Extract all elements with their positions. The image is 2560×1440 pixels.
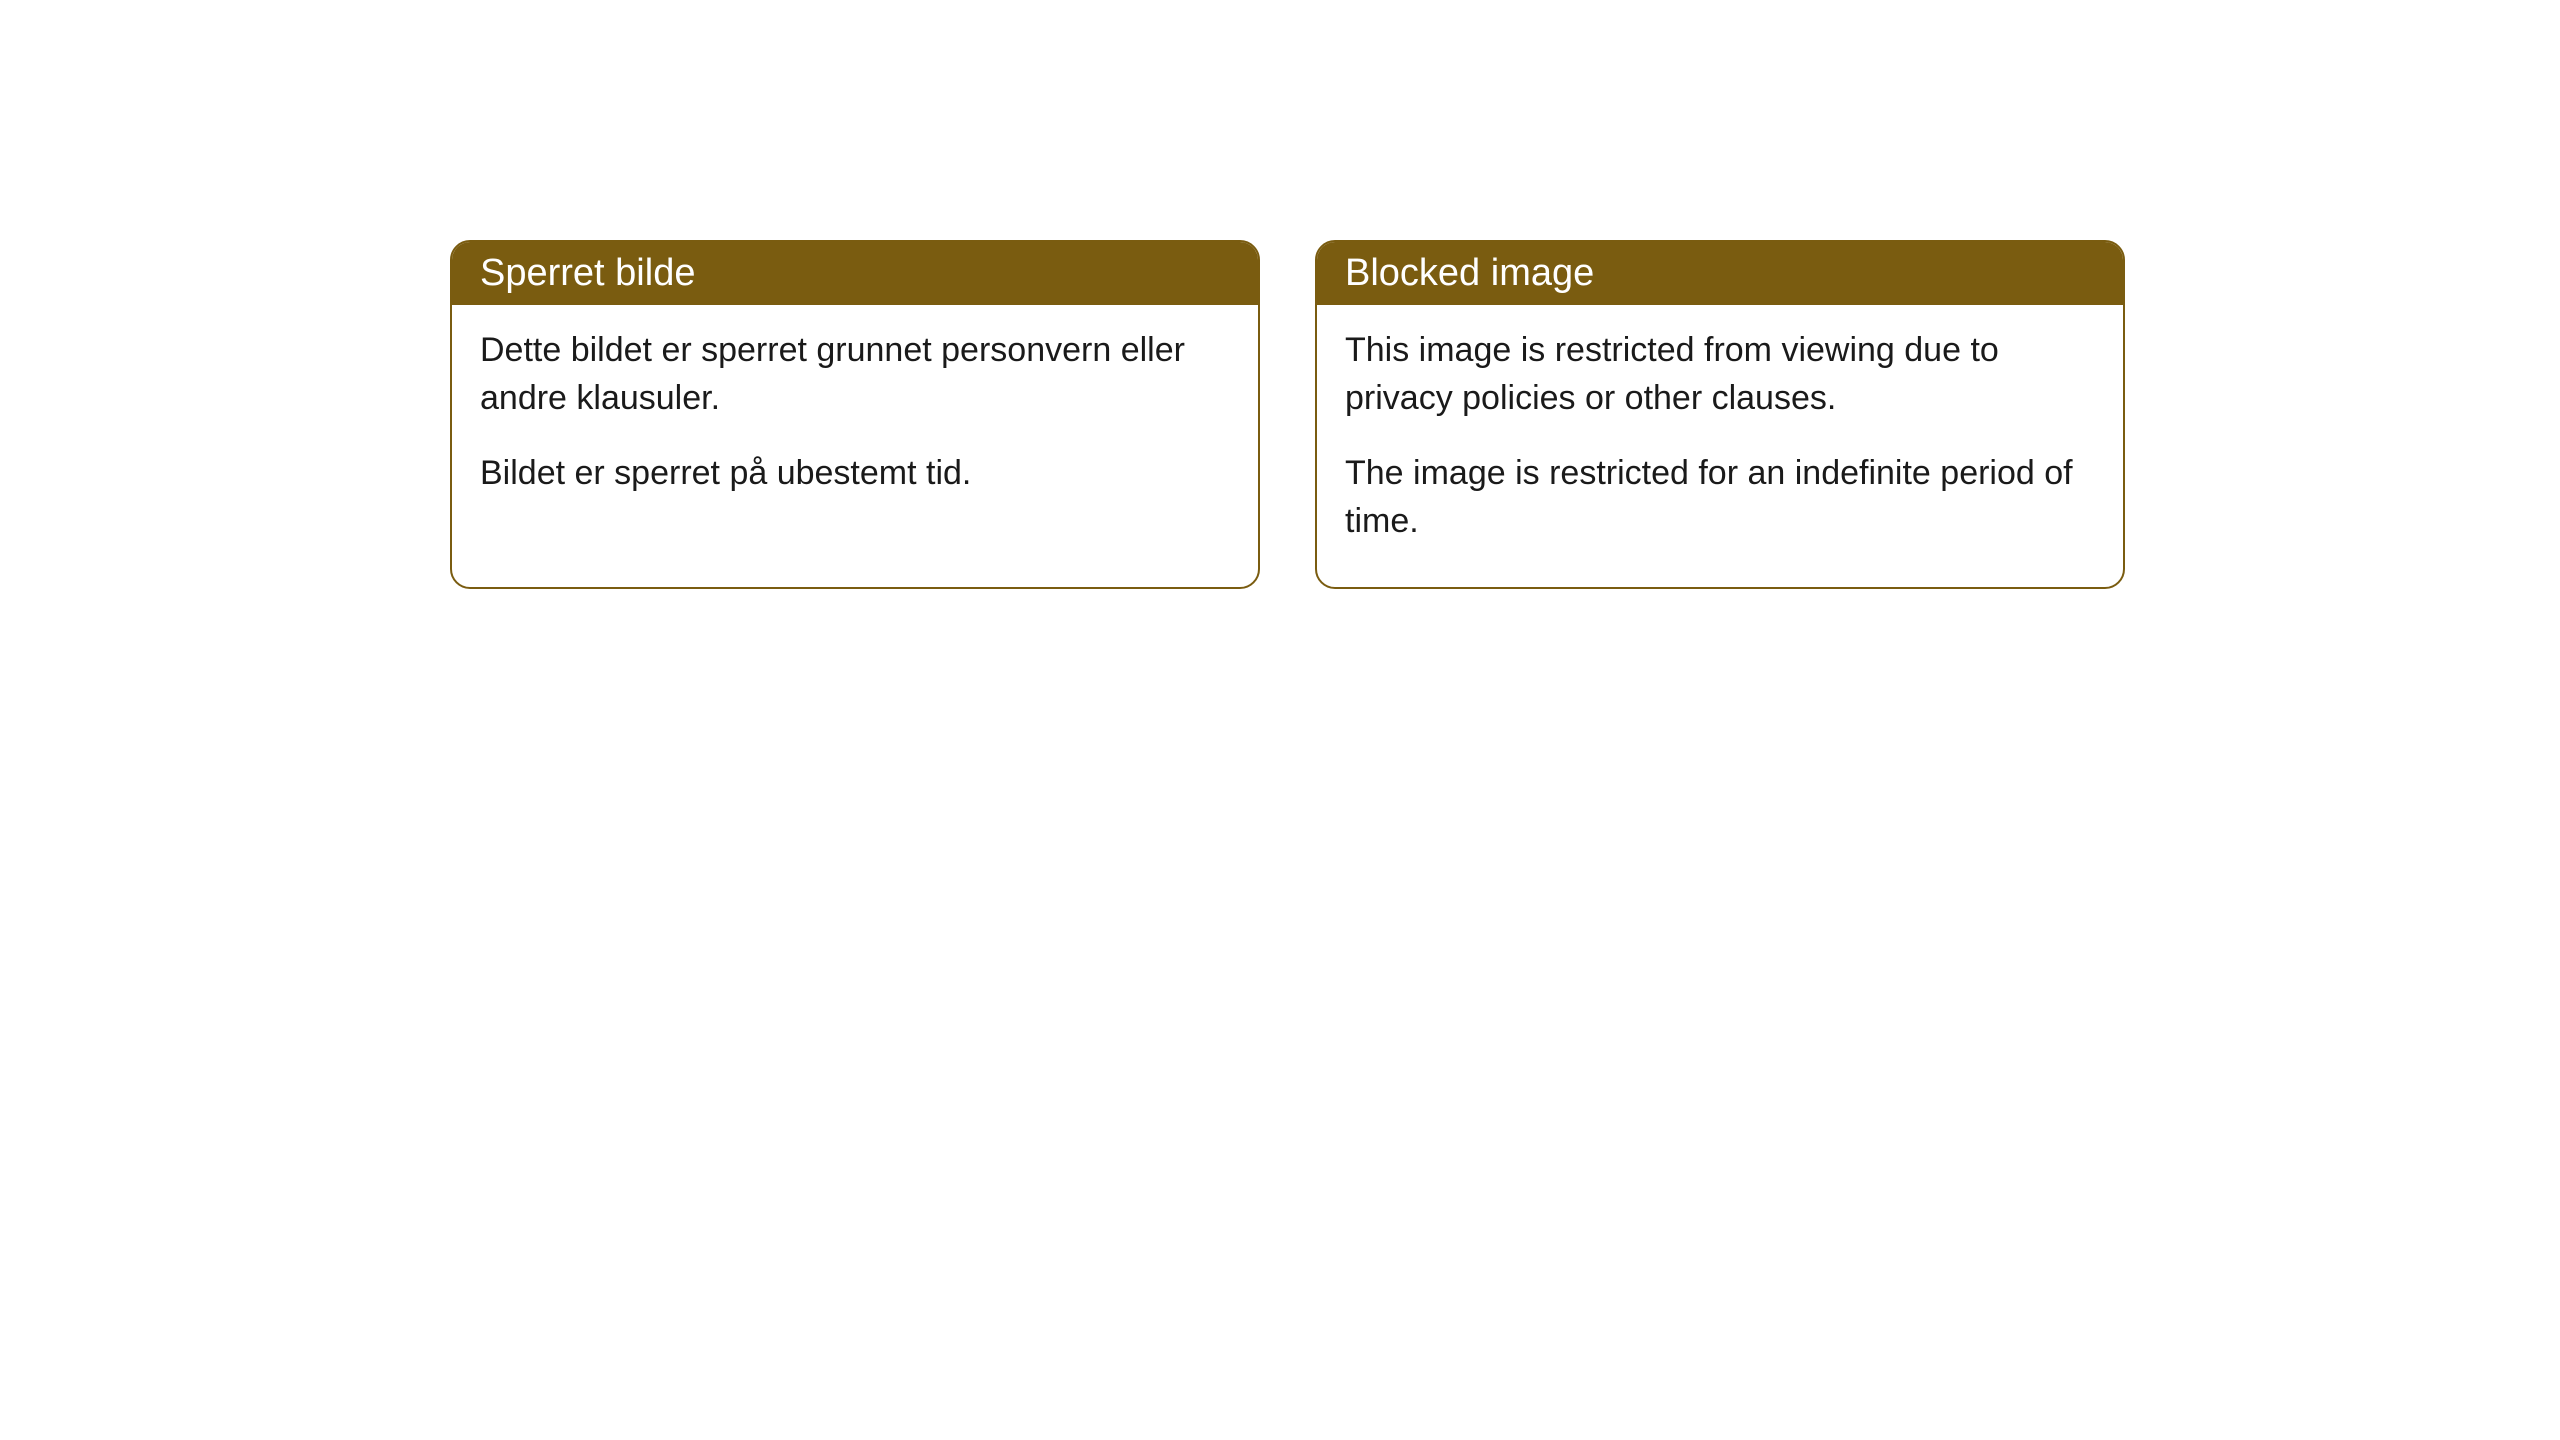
card-title: Blocked image: [1345, 252, 1594, 294]
notice-card-norwegian: Sperret bilde Dette bildet er sperret gr…: [450, 240, 1260, 589]
card-paragraph: The image is restricted for an indefinit…: [1345, 450, 2095, 545]
card-body: Dette bildet er sperret grunnet personve…: [452, 305, 1258, 540]
card-paragraph: This image is restricted from viewing du…: [1345, 327, 2095, 422]
card-paragraph: Dette bildet er sperret grunnet personve…: [480, 327, 1230, 422]
notice-card-english: Blocked image This image is restricted f…: [1315, 240, 2125, 589]
card-paragraph: Bildet er sperret på ubestemt tid.: [480, 450, 1230, 498]
card-body: This image is restricted from viewing du…: [1317, 305, 2123, 587]
card-header: Blocked image: [1317, 242, 2123, 305]
card-header: Sperret bilde: [452, 242, 1258, 305]
notice-cards-container: Sperret bilde Dette bildet er sperret gr…: [450, 240, 2125, 589]
card-title: Sperret bilde: [480, 252, 695, 294]
